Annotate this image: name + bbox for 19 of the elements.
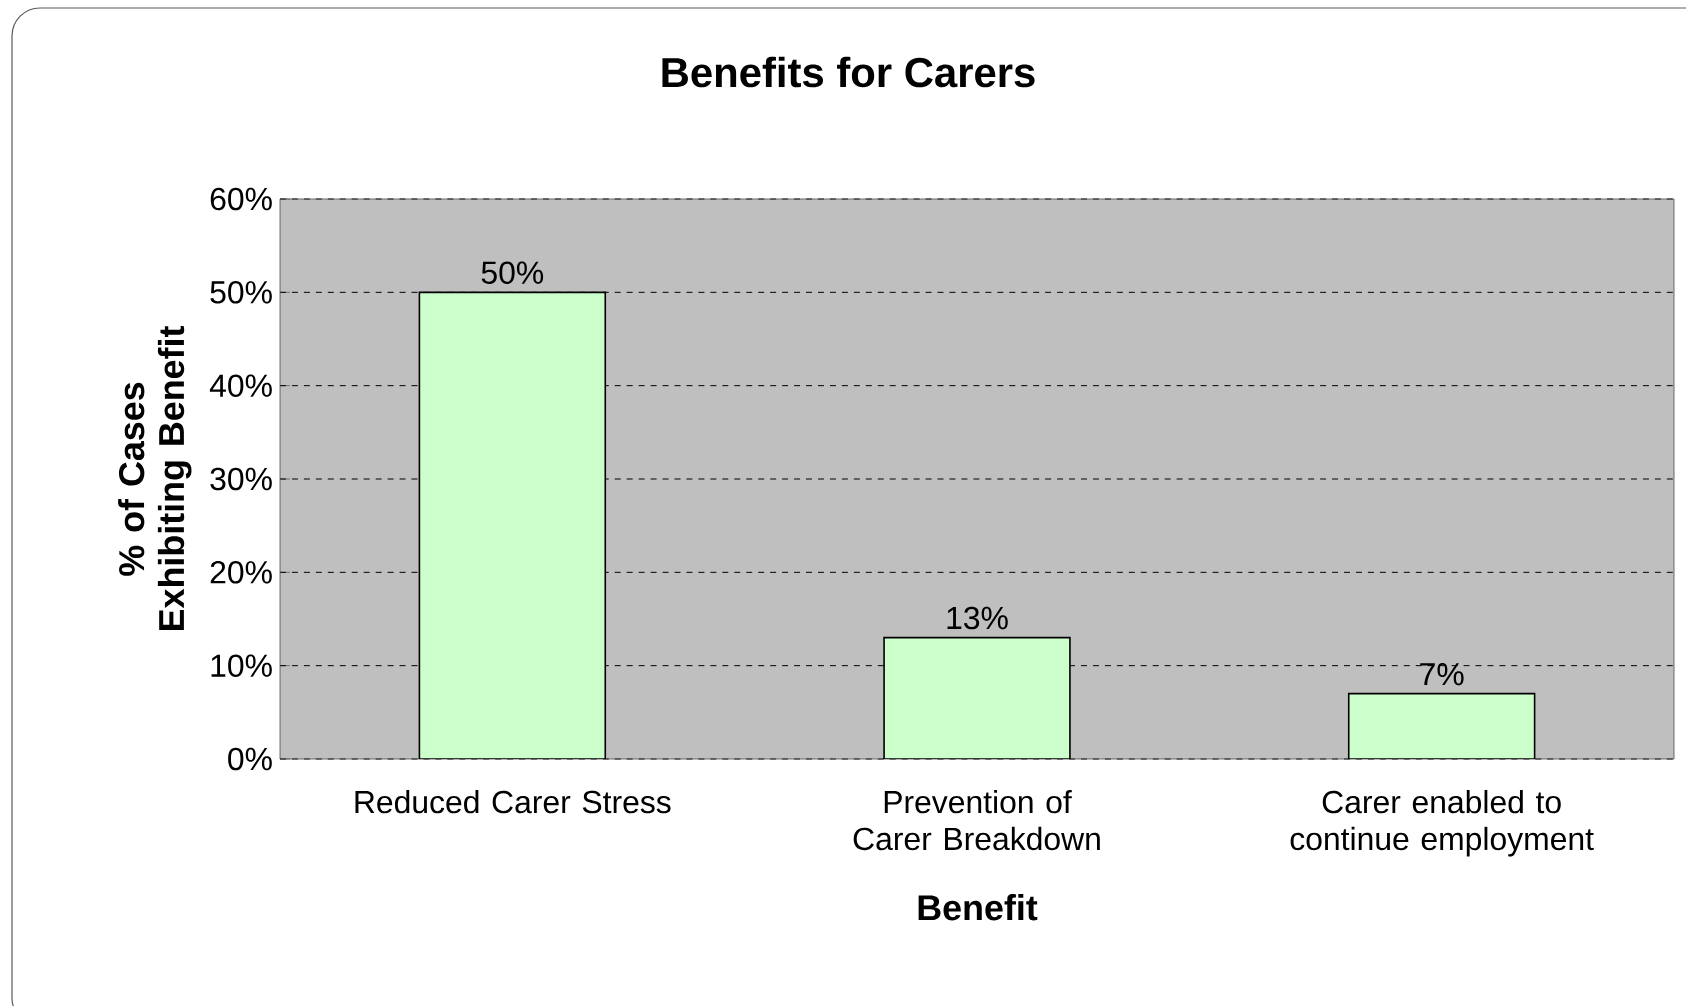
y-tick-label: 0% bbox=[228, 747, 272, 771]
y-tick-label: 50% bbox=[210, 281, 272, 304]
y-tick-label: 20% bbox=[210, 561, 272, 584]
x-tick-label: Carer enabled to continue employment bbox=[1290, 789, 1594, 857]
x-tick-label: Reduced Carer Stress bbox=[355, 789, 671, 814]
y-tick-label: 10% bbox=[211, 654, 272, 677]
x-axis-title: Benefit bbox=[918, 894, 1038, 921]
bar bbox=[1347, 692, 1536, 759]
y-tick-label: 30% bbox=[210, 467, 272, 491]
data-label: 13% bbox=[947, 606, 1008, 630]
data-label: 50% bbox=[481, 261, 544, 284]
y-axis-title: % of Cases Exhibiting Benefit bbox=[118, 326, 192, 631]
bar bbox=[418, 291, 607, 759]
data-label: 7% bbox=[1420, 662, 1464, 686]
bar bbox=[883, 636, 1071, 759]
y-tick-label: 60% bbox=[210, 187, 272, 211]
chart-title: Benefits for Carers bbox=[662, 56, 1035, 88]
x-tick-label: Prevention of Carer Breakdown bbox=[853, 789, 1100, 851]
y-tick-label: 40% bbox=[209, 374, 272, 397]
